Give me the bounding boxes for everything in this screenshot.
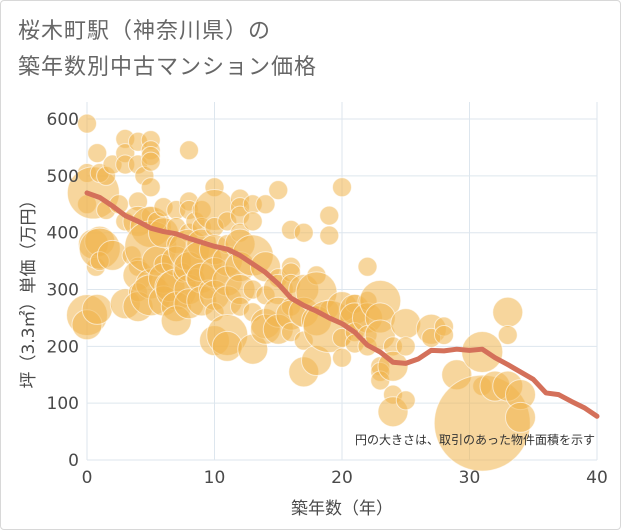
y-tick-label: 300 bbox=[47, 281, 79, 301]
data-bubble bbox=[140, 177, 161, 198]
data-bubble bbox=[390, 308, 422, 340]
y-tick-label: 600 bbox=[47, 110, 79, 130]
data-bubble bbox=[81, 293, 113, 325]
y-tick-label: 200 bbox=[47, 337, 79, 357]
data-bubble bbox=[140, 151, 161, 172]
x-tick-label: 40 bbox=[586, 468, 608, 488]
data-bubble bbox=[242, 211, 263, 232]
data-bubble bbox=[319, 205, 340, 226]
data-bubble bbox=[332, 347, 352, 368]
data-bubble bbox=[268, 180, 289, 201]
data-bubble bbox=[87, 143, 108, 164]
y-tick-label: 0 bbox=[68, 451, 79, 471]
x-tick-label: 10 bbox=[204, 468, 226, 488]
y-tick-label: 100 bbox=[47, 394, 79, 414]
x-tick-label: 20 bbox=[331, 468, 353, 488]
data-bubble bbox=[179, 140, 199, 161]
x-axis-title: 築年数（年） bbox=[291, 499, 393, 519]
x-tick-label: 0 bbox=[82, 468, 93, 488]
data-bubble bbox=[255, 194, 276, 215]
data-bubble bbox=[395, 390, 416, 411]
size-note: 円の大きさは、取引のあった物件面積を示す bbox=[355, 432, 595, 447]
chart-title-line-2: 築年数別中古マンション価格 bbox=[18, 55, 318, 80]
trend-line bbox=[84, 190, 600, 419]
bubble-layer bbox=[66, 113, 536, 472]
data-bubble bbox=[357, 256, 378, 277]
data-bubble bbox=[293, 222, 314, 243]
data-bubble bbox=[492, 296, 524, 328]
chart-title: 桜木町駅（神奈川県）の 築年数別中古マンション価格 bbox=[18, 14, 317, 86]
data-bubble bbox=[497, 324, 518, 345]
chart-title-line-1: 桜木町駅（神奈川県）の bbox=[18, 19, 272, 44]
data-bubble bbox=[505, 401, 536, 433]
tick-labels: 0 100 200 300 400 500 600 0 10 20 30 40 bbox=[47, 110, 608, 488]
data-bubble bbox=[395, 336, 416, 357]
y-tick-label: 500 bbox=[47, 167, 79, 187]
y-axis-title: 坪（3.3㎡）単価（万円） bbox=[19, 191, 39, 388]
data-bubble bbox=[332, 177, 352, 198]
data-bubble bbox=[434, 324, 454, 345]
x-tick-label: 30 bbox=[459, 468, 481, 488]
trend-layer bbox=[84, 190, 600, 419]
y-tick-label: 400 bbox=[47, 224, 79, 244]
data-bubble bbox=[77, 113, 97, 134]
data-bubble bbox=[319, 225, 340, 246]
